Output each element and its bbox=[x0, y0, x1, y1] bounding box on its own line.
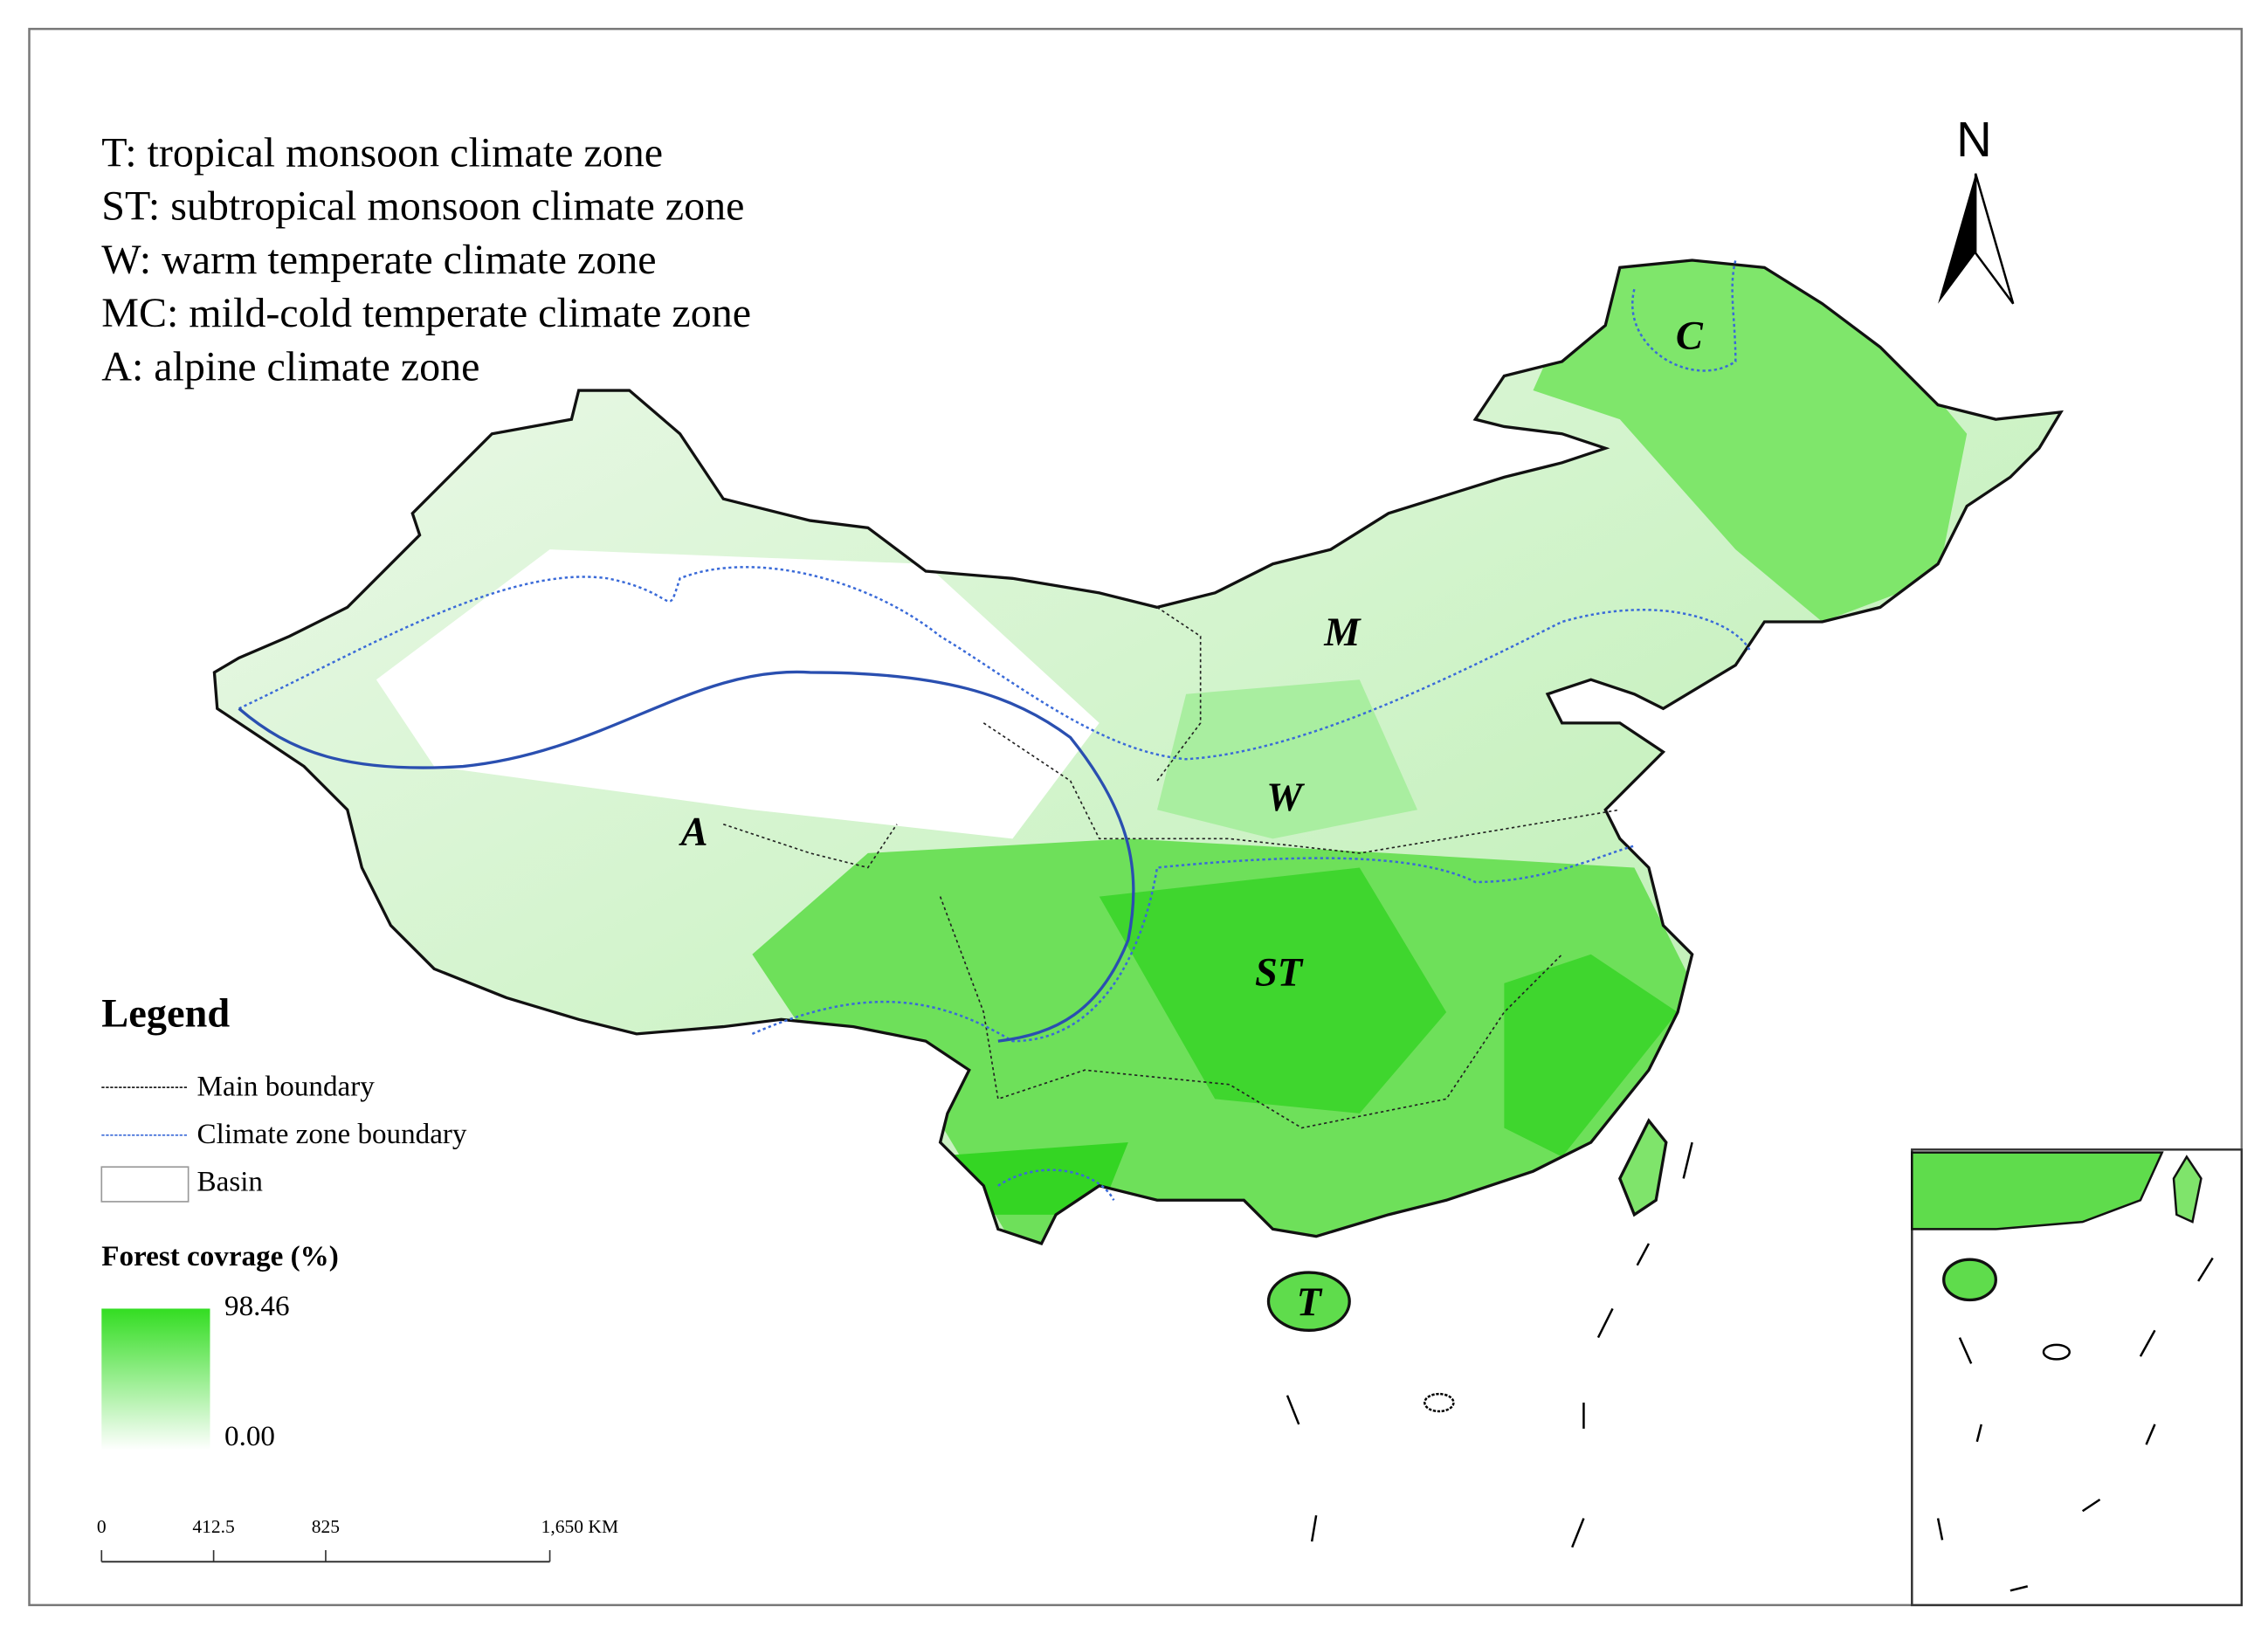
colorbar-label: 98.46 bbox=[224, 1290, 290, 1322]
zone-key: T: tropical monsoon climate zone bbox=[101, 129, 663, 176]
legend-title: Legend bbox=[101, 992, 230, 1037]
legend-item: Main boundary bbox=[197, 1070, 376, 1102]
zone-label: C bbox=[1676, 314, 1704, 359]
scale-label: 412.5 bbox=[192, 1516, 234, 1537]
inner-boundaries bbox=[723, 606, 1620, 1129]
legend-item: Climate zone boundary bbox=[197, 1118, 467, 1150]
zone-label: T bbox=[1297, 1280, 1323, 1325]
zone-key: A: alpine climate zone bbox=[101, 343, 479, 390]
zone-label: M bbox=[1323, 610, 1361, 655]
hainan bbox=[1266, 1271, 1351, 1332]
inset-map bbox=[1911, 1148, 2244, 1607]
climate-boundaries bbox=[238, 259, 1751, 1201]
zone-label: ST bbox=[1255, 950, 1304, 995]
colorbar-label: 0.00 bbox=[224, 1420, 275, 1452]
scale-label: 1,650 KM bbox=[541, 1516, 618, 1537]
alpine-boundary bbox=[238, 670, 1135, 1043]
legend-swatch bbox=[100, 1166, 190, 1203]
islands bbox=[1286, 1141, 1693, 1548]
colorbar-title: Forest covrage (%) bbox=[101, 1240, 339, 1272]
frame bbox=[28, 27, 2244, 1607]
scale-label: 0 bbox=[97, 1516, 107, 1537]
zone-label: W bbox=[1266, 776, 1305, 820]
zone-key: MC: mild-cold temperate climate zone bbox=[101, 290, 751, 336]
legend-item: Basin bbox=[197, 1166, 264, 1198]
zone-label: A bbox=[679, 810, 708, 855]
land-fill bbox=[214, 260, 2061, 1244]
zone-key: W: warm temperate climate zone bbox=[101, 237, 656, 283]
north-label: N bbox=[1956, 112, 1992, 167]
colorbar bbox=[101, 1308, 210, 1451]
north-arrow: N bbox=[1938, 112, 2015, 305]
zone-key: ST: subtropical monsoon climate zone bbox=[101, 183, 744, 230]
taiwan bbox=[1618, 1118, 1668, 1217]
scale-label: 825 bbox=[312, 1516, 340, 1537]
